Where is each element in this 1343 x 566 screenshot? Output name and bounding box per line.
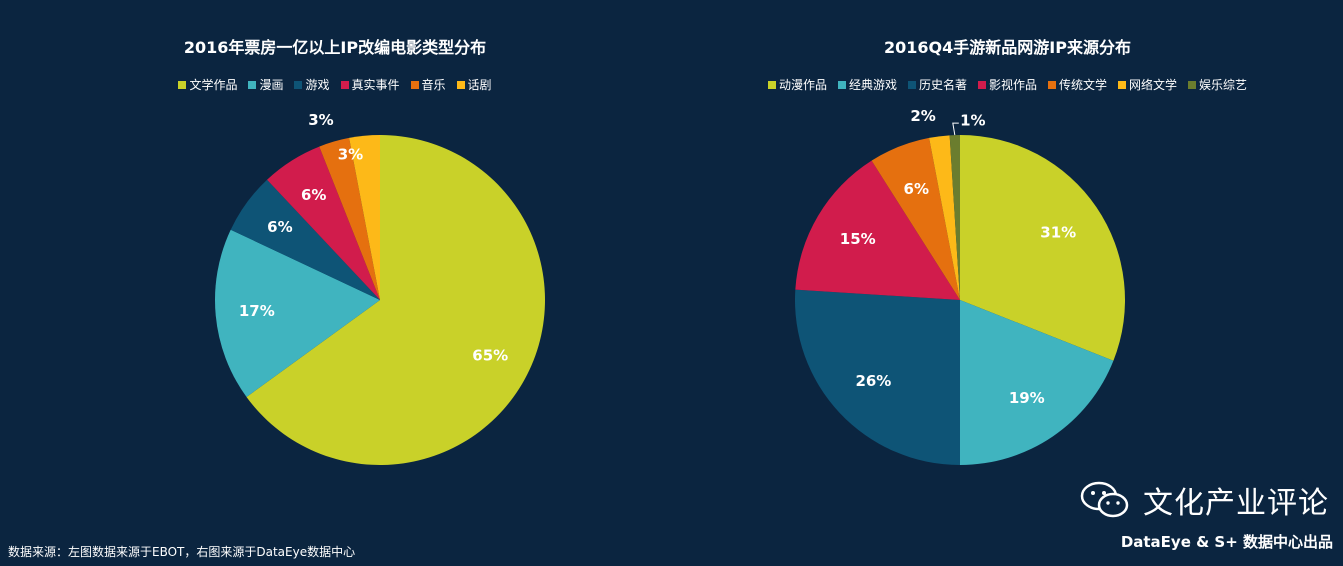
legend-swatch (178, 80, 187, 89)
pie-slice (960, 135, 1125, 361)
left-pie-chart: 65% 17% 6% 6% 3% 3% (214, 111, 545, 465)
slice-value-label: 2% (910, 107, 935, 125)
pie-slice (795, 289, 960, 465)
left-chart-legend: 文学作品 漫画 游戏 真实事件 音乐 话剧 (0, 76, 670, 93)
legend-item: 真实事件 (340, 76, 400, 93)
pie-slice (795, 160, 960, 300)
legend-item: 经典游戏 (837, 76, 897, 93)
legend-item: 传统文学 (1048, 76, 1107, 93)
label-leader-line (952, 122, 959, 136)
legend-label: 历史名著 (918, 78, 967, 92)
brand-name: 文化产业评论 (1143, 486, 1329, 521)
legend-item: 文学作品 (178, 76, 237, 93)
slice-value-label: 65% (472, 347, 508, 365)
legend-label: 传统文学 (1059, 78, 1108, 92)
slice-value-label: 31% (1040, 224, 1076, 242)
legend-label: 游戏 (305, 78, 330, 92)
right-chart-panel: 2016Q4手游新品网游IP来源分布 动漫作品 经典游戏 历史名著 影视作品 传统文学 网… (672, 0, 1343, 566)
pie-slice (960, 300, 1114, 465)
right-pie-chart: 31% 19% 26% 15% 6% 2% 1% (795, 107, 1125, 465)
legend-swatch (907, 80, 916, 89)
pie-slice (929, 135, 960, 300)
legend-swatch (1048, 80, 1056, 89)
legend-swatch (1188, 80, 1197, 89)
slice-value-label: 6% (301, 186, 326, 204)
legend-item: 话剧 (456, 76, 492, 93)
legend-label: 真实事件 (351, 78, 400, 92)
brand-block: 文化产业评论 (1079, 478, 1329, 522)
left-chart-panel: 2016年票房一亿以上IP改编电影类型分布 文学作品 漫画 游戏 真实事件 音乐 话剧 6… (0, 0, 670, 566)
legend-item: 游戏 (294, 76, 330, 93)
legend-label: 文学作品 (189, 78, 238, 92)
legend-swatch (977, 80, 986, 89)
pie-slice (949, 135, 960, 300)
slice-value-label: 6% (904, 180, 929, 198)
left-chart-title: 2016年票房一亿以上IP改编电影类型分布 (183, 38, 487, 57)
pie-slice (871, 137, 960, 300)
slice-value-label: 26% (855, 372, 891, 390)
pie-slice (246, 135, 545, 465)
legend-label: 音乐 (421, 78, 446, 92)
slice-value-label: 6% (267, 218, 292, 236)
credit-line: DataEye & S+ 数据中心出品 (1120, 533, 1333, 551)
legend-swatch (1118, 80, 1127, 89)
legend-label: 娱乐综艺 (1199, 78, 1248, 92)
pie-slice (349, 135, 380, 300)
legend-swatch (767, 80, 776, 89)
legend-label: 经典游戏 (848, 78, 897, 92)
data-source-note: 数据来源：左图数据来源于EBOT，右图来源于DataEye数据中心 (8, 545, 356, 559)
pie-slice (230, 179, 380, 300)
right-chart-title: 2016Q4手游新品网游IP来源分布 (884, 38, 1131, 57)
slice-value-label: 1% (960, 112, 985, 130)
slice-value-label: 15% (840, 230, 876, 248)
legend-item: 音乐 (410, 76, 446, 93)
legend-label: 动漫作品 (778, 78, 827, 92)
legend-item: 历史名著 (907, 76, 967, 93)
legend-label: 漫画 (259, 78, 284, 92)
legend-swatch (456, 80, 465, 89)
legend-swatch (340, 80, 349, 89)
legend-item: 网络文学 (1118, 76, 1177, 93)
slice-value-label: 3% (308, 111, 333, 129)
legend-item: 娱乐综艺 (1188, 76, 1247, 93)
legend-swatch (837, 80, 846, 89)
legend-item: 漫画 (248, 76, 283, 93)
pie-slice (267, 146, 380, 300)
slice-value-label: 3% (338, 146, 363, 164)
legend-item: 影视作品 (977, 76, 1037, 93)
right-chart-legend: 动漫作品 经典游戏 历史名著 影视作品 传统文学 网络文学 娱乐综艺 (672, 76, 1343, 93)
pie-slice (319, 137, 380, 300)
legend-item: 动漫作品 (767, 76, 827, 93)
legend-label: 网络文学 (1129, 78, 1178, 92)
legend-label: 话剧 (467, 78, 492, 92)
slice-value-label: 17% (239, 302, 275, 320)
legend-swatch (294, 80, 303, 89)
legend-swatch (410, 80, 419, 89)
wechat-icon (1080, 481, 1129, 518)
legend-label: 影视作品 (988, 78, 1037, 92)
slice-value-label: 19% (1009, 389, 1045, 407)
pie-slice (214, 229, 380, 397)
legend-swatch (248, 80, 257, 89)
